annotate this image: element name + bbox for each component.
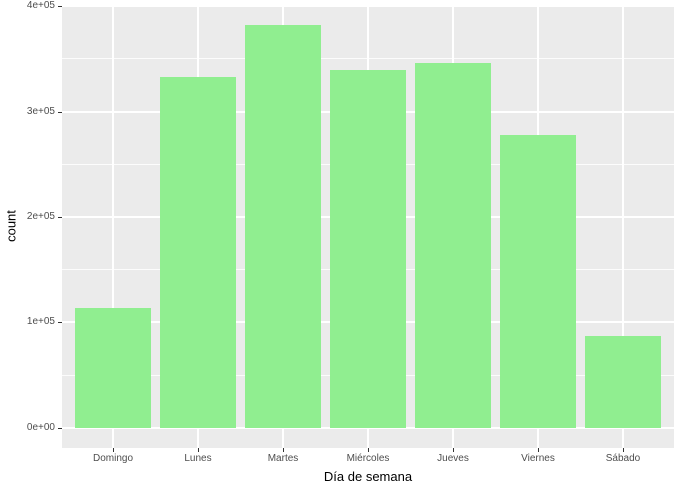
- y-axis-tick-label: 1e+05: [26, 316, 55, 328]
- y-axis-tick-mark: [58, 322, 62, 324]
- bar-martes: [244, 25, 322, 428]
- x-axis-title: Día de semana: [323, 469, 413, 484]
- x-axis-tick-mark: [198, 448, 199, 452]
- plot-panel: [62, 5, 674, 448]
- bar-domingo: [74, 307, 152, 428]
- y-axis-tick-mark: [58, 111, 62, 113]
- x-axis-tick-mark: [538, 448, 539, 452]
- x-axis-tick-mark: [283, 448, 284, 452]
- x-axis-tick-mark: [453, 448, 454, 452]
- y-axis-tick-label: 4e+05: [26, 0, 55, 12]
- x-axis-tick-mark: [623, 448, 624, 452]
- bar-lunes: [159, 76, 237, 428]
- bar-jueves: [414, 63, 492, 428]
- y-axis-tick-label: 3e+05: [26, 105, 55, 117]
- y-axis-tick-mark: [58, 427, 62, 429]
- bar-sábado: [584, 336, 662, 428]
- vertical-gridline: [622, 5, 624, 448]
- x-axis-tick-label: Sábado: [605, 453, 641, 464]
- bar-miércoles: [329, 70, 407, 428]
- x-axis-tick-label: Viernes: [521, 453, 555, 464]
- y-axis-tick-label: 0e+00: [26, 421, 55, 433]
- x-axis-tick-label: Domingo: [92, 453, 134, 464]
- x-axis-tick-label: Martes: [267, 453, 299, 464]
- y-axis-tick-mark: [58, 6, 62, 8]
- x-axis-tick-mark: [113, 448, 114, 452]
- y-axis-tick-label: 2e+05: [26, 211, 55, 222]
- x-axis-tick-label: Miércoles: [346, 453, 390, 464]
- y-axis-tick-mark: [58, 217, 62, 218]
- x-axis-tick-label: Jueves: [437, 453, 469, 464]
- x-axis-tick-mark: [368, 448, 369, 452]
- x-axis-tick-label: Lunes: [184, 453, 212, 464]
- vertical-gridline: [112, 5, 114, 448]
- bar-viernes: [499, 134, 577, 428]
